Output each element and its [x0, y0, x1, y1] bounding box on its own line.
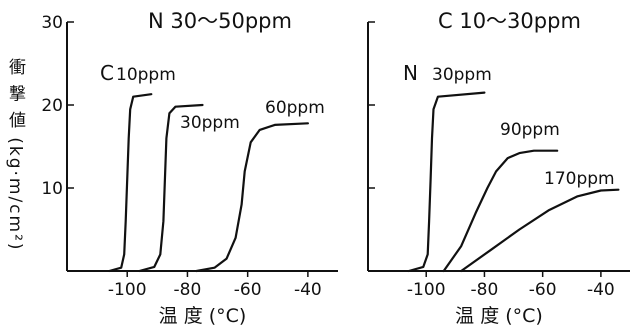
- y-axis-label: 衝 撃 値 (kg·m/cm²): [5, 58, 25, 252]
- x-tick-label: -100: [407, 280, 446, 300]
- series-label-90ppm: 90ppm: [500, 120, 560, 140]
- x-axis-label: 温 度 (°C): [159, 305, 247, 327]
- y-tick-label: 10: [41, 179, 63, 199]
- series-line-10ppm: [108, 93, 153, 273]
- series-line-30ppm: [407, 91, 486, 273]
- y-tick-label: 20: [41, 96, 63, 116]
- x-tick-label: -80: [471, 280, 499, 300]
- chart-title: N 30～50ppm: [148, 9, 292, 33]
- series-line-170ppm: [460, 188, 620, 273]
- x-tick-label: -100: [108, 280, 147, 300]
- x-axis-label: 温 度 (°C): [455, 305, 543, 327]
- series-label-30ppm: 30ppm: [432, 65, 492, 85]
- series-label-170ppm: 170ppm: [544, 169, 615, 189]
- series-label-60ppm: 60ppm: [265, 98, 325, 118]
- y-tick-label: 30: [41, 13, 63, 33]
- series-line-30ppm: [138, 103, 204, 273]
- right-panel: -100 -80 -60 -40 C 10～30ppm 温 度 (°C) N 30ppm 90p…: [367, 9, 630, 327]
- left-panel: 10 20 30 -100 -80 -60 -40 N 30～50ppm 温 度 (°C) C 10…: [41, 9, 338, 327]
- series-label-10ppm: 10ppm: [116, 65, 176, 85]
- x-tick-label: -60: [234, 280, 262, 300]
- group-label: N: [403, 61, 418, 85]
- x-tick-label: -40: [294, 280, 322, 300]
- series-label-30ppm: 30ppm: [180, 113, 240, 133]
- x-tick-label: -60: [529, 280, 557, 300]
- x-tick-label: -40: [587, 280, 615, 300]
- x-tick-label: -80: [174, 280, 202, 300]
- series-line-90ppm: [442, 149, 559, 273]
- chart-title: C 10～30ppm: [438, 9, 581, 33]
- group-label: C: [100, 61, 114, 85]
- y-axis-label-wrapper: 衝 撃 値 (kg·m/cm²): [5, 40, 28, 270]
- series-line-60ppm: [195, 122, 309, 273]
